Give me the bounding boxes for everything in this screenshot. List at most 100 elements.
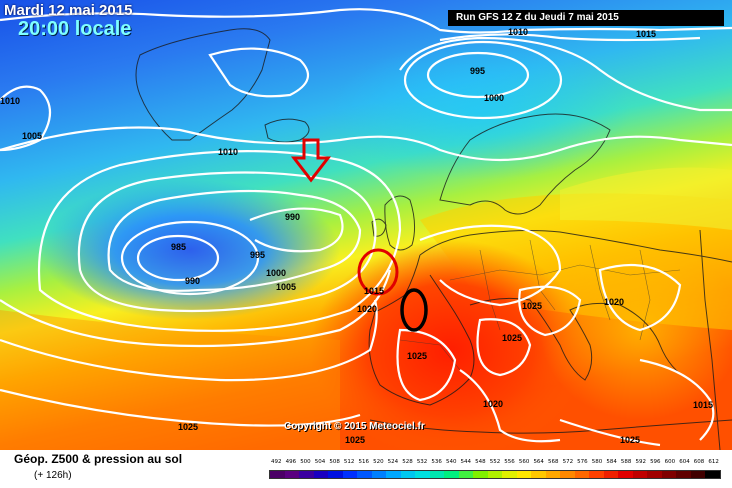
isobar-1015-west bbox=[0, 269, 392, 348]
scale-value-label: 592 bbox=[635, 459, 646, 465]
scale-color-cell bbox=[690, 471, 706, 478]
isobar-1005-ring bbox=[37, 150, 402, 332]
isobar-1025-south bbox=[476, 318, 532, 377]
scale-color-cell bbox=[444, 471, 459, 478]
weather-map: 1010 1015 995 1000 1010 1005 1010 990 98… bbox=[0, 0, 732, 450]
scale-color-cell bbox=[516, 471, 532, 478]
mediterranean-coast bbox=[469, 297, 691, 381]
scandinavia-coast bbox=[439, 113, 611, 215]
forecast-date: Mardi 12 mai 2015 bbox=[4, 2, 133, 19]
scale-value-label: 608 bbox=[693, 459, 705, 465]
isobar-label: 995 bbox=[470, 66, 485, 76]
scale-color-cell bbox=[342, 471, 358, 478]
scale-color-cell bbox=[313, 471, 329, 478]
scale-color-cell bbox=[560, 471, 575, 478]
greenland-coast bbox=[135, 28, 271, 141]
forecast-hour: 20:00 locale bbox=[18, 18, 132, 40]
isobar-990-second bbox=[249, 207, 344, 253]
northeast-band bbox=[560, 167, 732, 230]
scale-color-cell bbox=[458, 471, 474, 478]
scale-value-label: 572 bbox=[562, 459, 574, 465]
scale-color-cell bbox=[415, 471, 430, 478]
copyright-text: Copyright © 2015 Meteociel.fr bbox=[284, 421, 425, 432]
red-ellipse-marker bbox=[357, 248, 399, 296]
legend-footer: Géop. Z500 & pression au sol (+ 126h) 49… bbox=[0, 450, 732, 488]
scale-color-cell bbox=[328, 471, 343, 478]
scale-value-label: 576 bbox=[577, 459, 588, 465]
isobar-label: 1015 bbox=[364, 286, 384, 296]
scale-value-label: 516 bbox=[358, 459, 370, 465]
north-europe-coast bbox=[419, 230, 732, 263]
isobar-label: 1025 bbox=[407, 351, 427, 361]
scale-value-label: 552 bbox=[489, 459, 501, 465]
scale-color-cell bbox=[632, 471, 648, 478]
scale-value-label: 496 bbox=[285, 459, 297, 465]
black-ellipse-marker bbox=[400, 288, 428, 332]
scale-color-cell bbox=[531, 471, 546, 478]
isobar-label: 1010 bbox=[508, 27, 528, 37]
scale-color-cell bbox=[502, 471, 517, 478]
scale-value-label: 580 bbox=[591, 459, 603, 465]
scale-value-label: 596 bbox=[650, 459, 661, 465]
low-core-shading bbox=[40, 180, 340, 320]
britain-coast bbox=[384, 195, 416, 251]
border-line-6 bbox=[399, 339, 461, 371]
highlight-arrow bbox=[290, 138, 332, 183]
scale-color-cell bbox=[487, 471, 503, 478]
scale-value-label: 492 bbox=[271, 459, 282, 465]
scale-color-cell bbox=[705, 471, 720, 478]
isobar-1015-north bbox=[439, 33, 701, 42]
isobars bbox=[0, 8, 732, 447]
color-scale-labels: 492 496 500 504 508 512 516 520 524 528 532 536 540 5… bbox=[269, 459, 721, 467]
isobar-985-ring bbox=[136, 234, 220, 282]
scale-color-cell bbox=[299, 471, 314, 478]
isobar-label: 1015 bbox=[693, 400, 713, 410]
isobar-label: 1005 bbox=[276, 282, 296, 292]
scale-value-label: 508 bbox=[329, 459, 340, 465]
scale-color-cell bbox=[603, 471, 619, 478]
scale-color-cell bbox=[676, 471, 691, 478]
scale-value-label: 548 bbox=[475, 459, 486, 465]
isobar-1025-bottom bbox=[559, 418, 661, 447]
isobar-label: 1000 bbox=[266, 268, 286, 278]
isobar-1000-ring bbox=[77, 171, 377, 313]
scale-color-cell bbox=[473, 471, 488, 478]
south-atlantic-band bbox=[0, 310, 340, 450]
isobar-label: 995 bbox=[250, 250, 265, 260]
color-scale-bar bbox=[269, 470, 721, 479]
isobar-1020-west bbox=[0, 299, 378, 382]
isobar-1020-south bbox=[459, 369, 561, 443]
isobar-1000-ring bbox=[403, 40, 563, 120]
isobar-label: 1025 bbox=[178, 422, 198, 432]
isobar-1010-mid bbox=[0, 126, 732, 162]
isobar-1025-southwest bbox=[0, 388, 361, 427]
iberia-coast bbox=[368, 254, 475, 406]
ireland-coast bbox=[371, 218, 387, 237]
scale-value-label: 544 bbox=[460, 459, 472, 465]
map-canvas: 1010 1015 995 1000 1010 1005 1010 990 98… bbox=[0, 0, 732, 450]
scale-color-cell bbox=[618, 471, 633, 478]
isobar-label: 1010 bbox=[0, 96, 20, 106]
scale-value-label: 512 bbox=[343, 459, 355, 465]
isobar-1025-east bbox=[598, 263, 682, 332]
border-line-4 bbox=[589, 244, 611, 321]
scale-color-cell bbox=[386, 471, 401, 478]
scale-value-label: 540 bbox=[445, 459, 457, 465]
scale-value-label: 560 bbox=[518, 459, 530, 465]
scale-value-label: 528 bbox=[402, 459, 413, 465]
isobar-labels: 1010 1015 995 1000 1010 1005 1010 990 98… bbox=[0, 27, 713, 445]
scale-color-cell bbox=[589, 471, 604, 478]
isobar-1020-central bbox=[419, 224, 562, 307]
scale-value-label: 536 bbox=[431, 459, 442, 465]
isobar-label: 990 bbox=[285, 212, 300, 222]
scale-value-label: 532 bbox=[416, 459, 428, 465]
scale-color-cell bbox=[400, 471, 416, 478]
north-africa-coast bbox=[369, 419, 732, 434]
isobar-label: 1005 bbox=[22, 131, 42, 141]
scale-color-cell bbox=[284, 471, 300, 478]
scale-color-cell bbox=[661, 471, 677, 478]
isobar-label: 1025 bbox=[502, 333, 522, 343]
isobar-1010-north bbox=[0, 8, 732, 34]
isobar-greenland-ring bbox=[208, 47, 310, 98]
scale-value-label: 520 bbox=[373, 459, 384, 465]
